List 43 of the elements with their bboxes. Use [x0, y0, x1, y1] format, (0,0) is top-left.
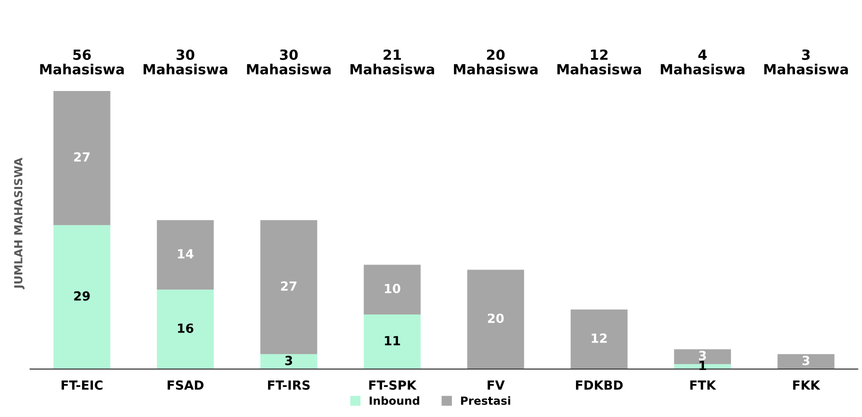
- text: 56 Mahasiswa: [40, 49, 124, 74]
- x-tick-label: FTK: [690, 380, 716, 390]
- x-tick-label: FDKBD: [576, 380, 623, 390]
- bar: [260, 354, 318, 370]
- x-tick-label: FT-SPK: [369, 380, 417, 390]
- data-label: 1: [700, 360, 706, 370]
- data-label: 3: [699, 350, 706, 360]
- text: 12 Mahasiswa: [557, 49, 641, 74]
- x-tick-label: FT-IRS: [268, 380, 310, 390]
- legend-label: Prestasi: [461, 396, 510, 405]
- data-label: 27: [281, 281, 296, 291]
- data-label: 27: [74, 152, 90, 162]
- data-label: 11: [384, 336, 400, 346]
- bar: [156, 220, 214, 290]
- text: 20 Mahasiswa: [454, 49, 538, 74]
- bar: [53, 225, 110, 370]
- data-label: 10: [384, 284, 400, 294]
- bar: [778, 354, 834, 370]
- data-label: 14: [178, 249, 194, 258]
- data-label: 29: [74, 291, 90, 301]
- data-label: 16: [178, 324, 194, 333]
- legend-label: Inbound: [370, 396, 420, 405]
- x-tick-label: FSAD: [168, 380, 204, 390]
- data-label: 3: [802, 356, 810, 366]
- x-tick-label: FV: [488, 380, 505, 390]
- x-tick-label: FKK: [793, 380, 820, 390]
- bar: [156, 290, 214, 370]
- x-tick-label: FT-EIC: [62, 380, 102, 390]
- text: 30 Mahasiswa: [144, 49, 228, 74]
- y-axis-title: JUMLAH MAHASISWA: [14, 158, 25, 290]
- text: 3 Mahasiswa: [764, 49, 848, 74]
- bar: [364, 264, 421, 314]
- data-label: 12: [592, 333, 607, 343]
- data-label: 20: [488, 314, 504, 324]
- bar: [260, 220, 318, 354]
- bar: [570, 309, 628, 370]
- text: 30 Mahasiswa: [247, 49, 331, 74]
- bar: [364, 314, 421, 370]
- text: 4 Mahasiswa: [660, 50, 744, 74]
- text: 21 Mahasiswa: [350, 49, 434, 74]
- data-label: 3: [285, 356, 292, 366]
- bar: [467, 270, 524, 370]
- bar: [53, 91, 110, 226]
